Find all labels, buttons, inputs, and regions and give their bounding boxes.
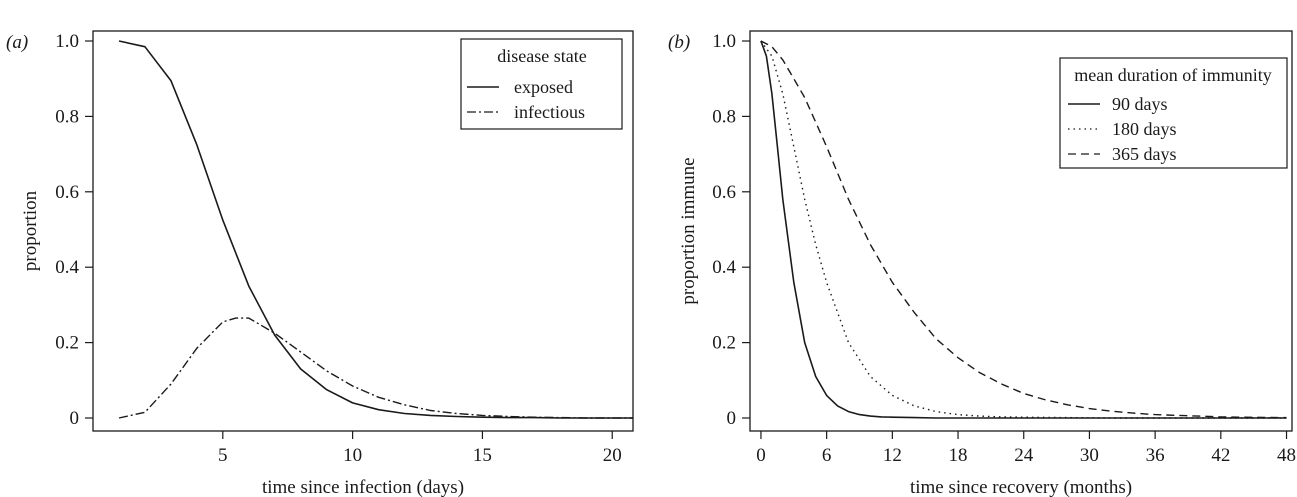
panel-b-plot-frame bbox=[749, 30, 1293, 432]
panel-b-x-tick-label: 0 bbox=[756, 445, 766, 466]
panel-b-y-tick-label: 1.0 bbox=[712, 31, 736, 52]
panel-b-legend-title: mean duration of immunity bbox=[1074, 65, 1271, 85]
panel-a-y-tick-label: 0.8 bbox=[55, 106, 79, 127]
panel-b-x-tick-label: 42 bbox=[1211, 445, 1230, 466]
panel-b-y-tick-label: 0.4 bbox=[712, 257, 736, 278]
panel-b-series-90-days-line bbox=[760, 40, 1287, 419]
panel-a-legend-box bbox=[460, 38, 623, 130]
panel-a: (a) 5 10 15 20 0 0.2 0.4 0.6 0.8 1.0 time since i… bbox=[6, 30, 634, 497]
panel-b-x-axis-label: time since recovery (months) bbox=[910, 477, 1132, 497]
panel-a-y-tick-label: 0.6 bbox=[55, 182, 79, 203]
panel-a-legend: disease state exposed infectious bbox=[460, 38, 623, 130]
panel-a-x-axis-label: time since infection (days) bbox=[262, 477, 464, 497]
panel-b-y-tick-label: 0.8 bbox=[712, 106, 736, 127]
panel-b-x-tick-label: 48 bbox=[1277, 445, 1296, 466]
panel-a-x-tick-label: 15 bbox=[473, 445, 492, 466]
panel-b-y-tick-label: 0.2 bbox=[712, 333, 736, 354]
panel-b-legend-box bbox=[1059, 57, 1288, 169]
panel-b-y-tick-label: 0 bbox=[727, 408, 737, 429]
panel-a-label: (a) bbox=[6, 32, 28, 53]
panel-b-x-tick-label: 30 bbox=[1080, 445, 1099, 466]
panel-a-x-tick-label: 20 bbox=[603, 445, 622, 466]
panel-a-legend-title: disease state bbox=[497, 46, 586, 66]
panel-b-x-tick-label: 12 bbox=[883, 445, 902, 466]
panel-a-y-tick-label: 1.0 bbox=[55, 31, 79, 52]
panel-b-series-365-days-line bbox=[760, 40, 1287, 419]
panel-b: (b) 0 6 12 18 24 30 36 42 48 0 0.2 0.4 0.6 0.8 1.0 tim… bbox=[668, 30, 1296, 497]
panel-a-y-tick-label: 0 bbox=[70, 408, 80, 429]
panel-b-legend-entry-90-days: 90 days bbox=[1112, 94, 1168, 114]
panel-a-legend-entry-exposed: exposed bbox=[514, 77, 573, 97]
panel-b-y-tick-label: 0.6 bbox=[712, 182, 736, 203]
panel-a-y-tick-label: 0.4 bbox=[55, 257, 79, 278]
panel-a-plot-frame bbox=[92, 30, 634, 432]
panel-a-x-tick-label: 10 bbox=[343, 445, 362, 466]
panel-a-series-infectious-line bbox=[118, 317, 633, 419]
panel-b-legend: mean duration of immunity 90 days 180 da… bbox=[1059, 57, 1288, 169]
panel-b-x-tick-label: 36 bbox=[1146, 445, 1165, 466]
panel-b-y-axis-label: proportion immune bbox=[678, 157, 699, 304]
panel-b-label: (b) bbox=[668, 32, 690, 53]
panel-a-x-tick-label: 5 bbox=[218, 445, 228, 466]
panel-a-y-tick-label: 0.2 bbox=[55, 333, 79, 354]
panel-a-legend-entry-infectious: infectious bbox=[514, 102, 585, 122]
panel-b-x-tick-label: 6 bbox=[822, 445, 832, 466]
panel-b-x-tick-label: 24 bbox=[1014, 445, 1034, 466]
panel-b-legend-entry-365-days: 365 days bbox=[1112, 144, 1177, 164]
panel-b-x-tick-label: 18 bbox=[949, 445, 968, 466]
panel-b-legend-entry-180-days: 180 days bbox=[1112, 119, 1177, 139]
panel-a-y-axis-label: proportion bbox=[20, 190, 41, 271]
